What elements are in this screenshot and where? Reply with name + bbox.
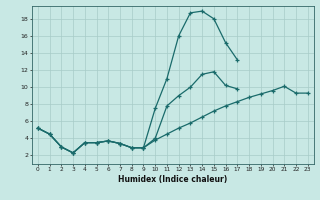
X-axis label: Humidex (Indice chaleur): Humidex (Indice chaleur) (118, 175, 228, 184)
